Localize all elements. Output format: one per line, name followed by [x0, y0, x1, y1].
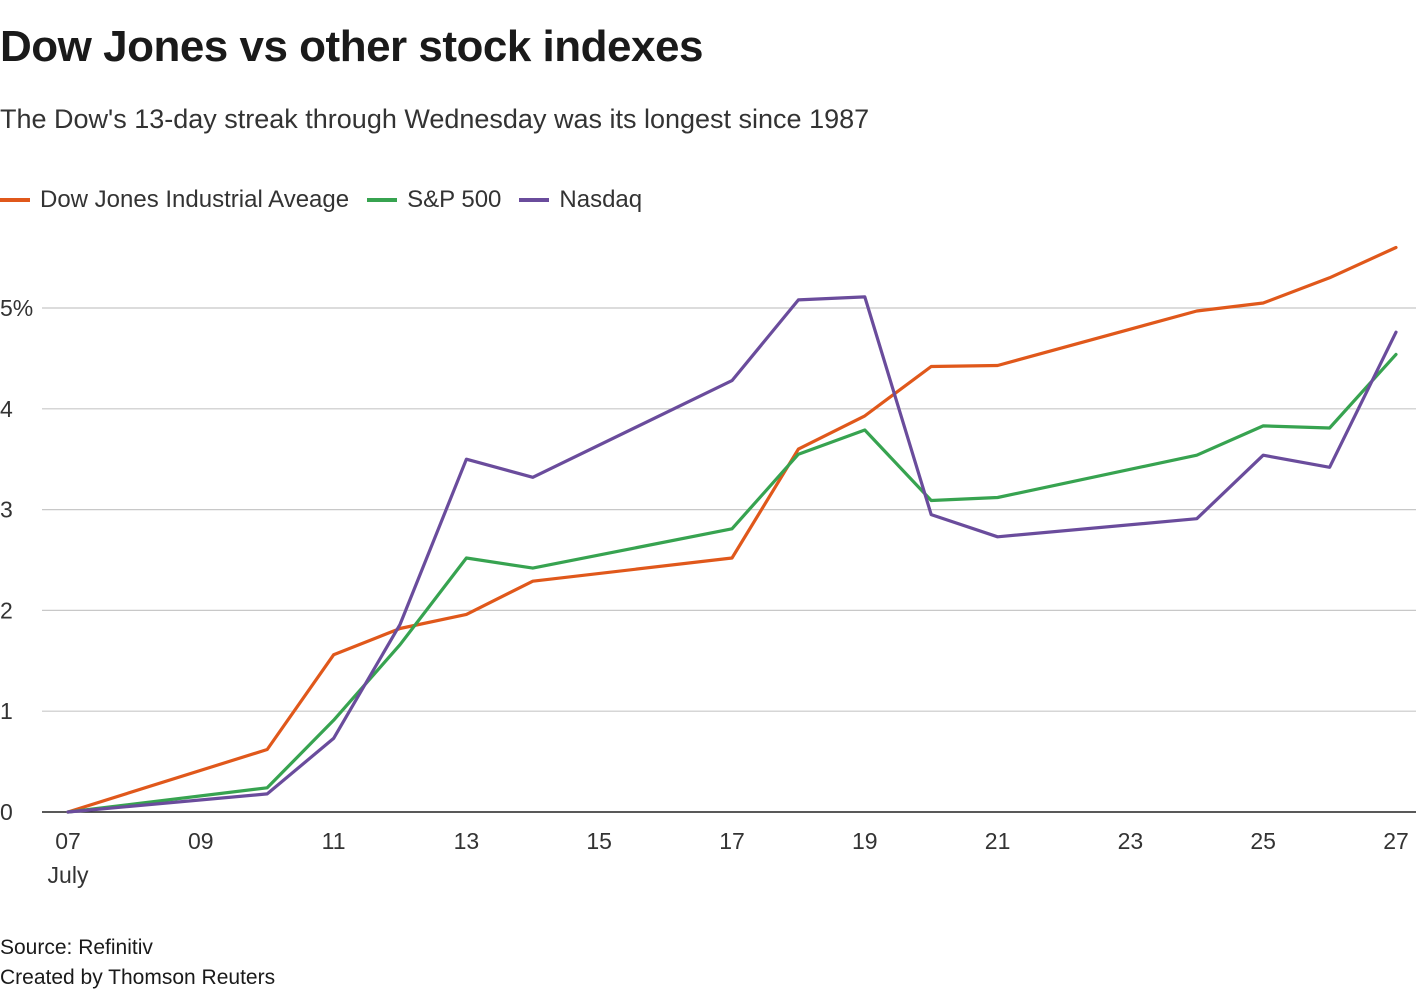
- series-line-dow-jones: [66, 245, 1398, 814]
- legend-item: Nasdaq: [519, 186, 642, 214]
- legend-swatch: [367, 198, 398, 202]
- x-axis: 07 09 11 13 15 17 19 21 23 25 27 July: [48, 828, 1409, 888]
- x-tick-label: 13: [454, 828, 480, 854]
- gridlines: [42, 307, 1416, 813]
- legend-label: Dow Jones Industrial Aveage: [40, 186, 350, 213]
- y-tick-label: 2: [0, 597, 13, 623]
- source-note: Source: Refinitiv: [0, 936, 153, 959]
- x-tick-label: 19: [852, 828, 878, 854]
- legend: Dow Jones Industrial Aveage S&P 500 Nasdaq: [0, 186, 660, 214]
- x-tick-label: 25: [1250, 828, 1276, 854]
- x-tick-label: 15: [586, 828, 612, 854]
- chart-subtitle: The Dow's 13-day streak through Wednesda…: [0, 104, 870, 134]
- y-axis: 0 1 2 3 4 5%: [0, 295, 33, 825]
- legend-swatch: [0, 198, 30, 202]
- series-lines: [66, 245, 1398, 814]
- x-tick-label: 27: [1383, 828, 1409, 854]
- legend-label: S&P 500: [407, 186, 502, 213]
- y-tick-label: 4: [0, 396, 13, 422]
- x-axis-month-label: July: [48, 862, 89, 888]
- x-tick-label: 17: [719, 828, 745, 854]
- y-tick-label: 5%: [0, 295, 33, 321]
- chart-title: Dow Jones vs other stock indexes: [0, 22, 703, 71]
- y-tick-label: 0: [0, 799, 13, 825]
- y-tick-label: 1: [0, 698, 13, 724]
- legend-item: Dow Jones Industrial Aveage: [0, 186, 349, 214]
- x-tick-label: 21: [985, 828, 1011, 854]
- credit-note: Created by Thomson Reuters: [0, 966, 276, 989]
- x-tick-label: 09: [188, 828, 214, 854]
- x-tick-label: 07: [55, 828, 81, 854]
- x-tick-label: 11: [322, 828, 346, 854]
- x-tick-label: 23: [1118, 828, 1144, 854]
- legend-item: S&P 500: [367, 186, 501, 214]
- legend-label: Nasdaq: [559, 186, 643, 213]
- legend-swatch: [519, 198, 550, 202]
- series-line-sp500: [66, 352, 1398, 814]
- y-tick-label: 3: [0, 497, 13, 523]
- series-line-nasdaq: [66, 295, 1398, 814]
